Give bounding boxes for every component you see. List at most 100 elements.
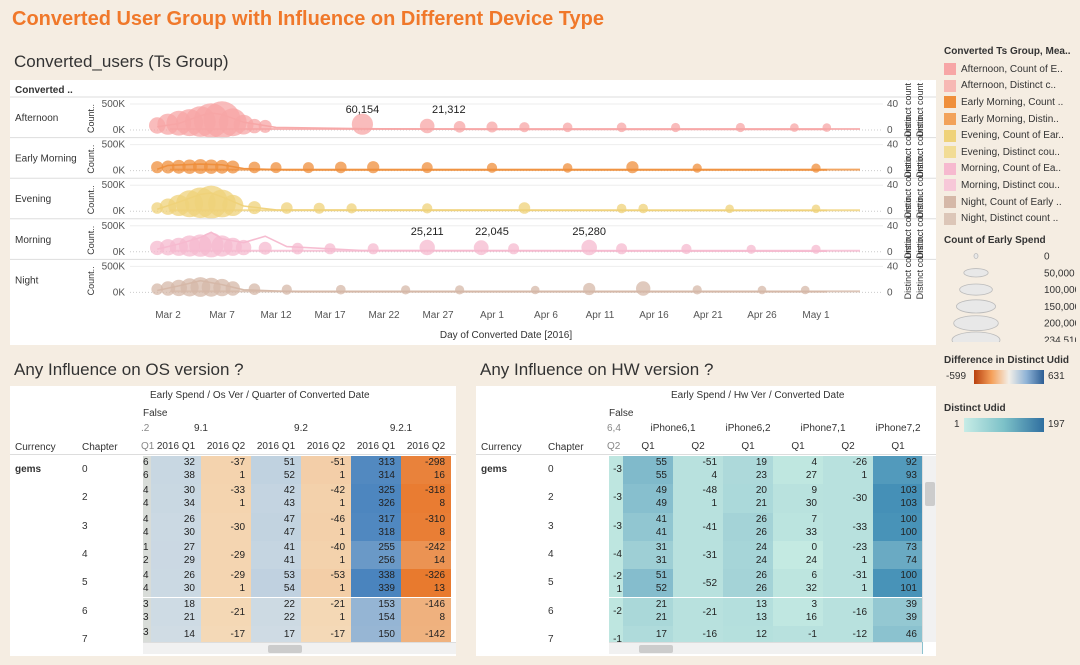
cell-value: 39 — [905, 598, 917, 610]
cell-value: 74 — [905, 554, 917, 566]
timeline-panel: Converted .. Afternoon Count.. Distinct cou… — [10, 70, 936, 345]
bubble — [811, 204, 821, 214]
x-tick-label: Apr 16 — [639, 310, 669, 321]
table-cell: 100 100 — [873, 512, 923, 541]
bubble — [281, 284, 292, 295]
legend-item[interactable]: Morning, Distinct cou.. — [944, 177, 1076, 194]
left-tick-label: 500K — [102, 140, 126, 151]
right-axis-title: Distinct count o.. — [903, 111, 913, 178]
chapter-label: 7 — [548, 633, 554, 645]
legend-item[interactable]: Afternoon, Count of E.. — [944, 61, 1076, 78]
cell-value: 3 — [811, 598, 817, 610]
table-cell: -2 — [609, 597, 623, 626]
legend-item[interactable]: Evening, Count of Ear.. — [944, 127, 1076, 144]
x-tick-label: Mar 12 — [260, 310, 292, 321]
size-legend-label: 200,000 — [1044, 319, 1076, 330]
vertical-scrollbar[interactable] — [922, 456, 936, 642]
table-cell: 47 47 — [251, 512, 301, 541]
right-axis-title: Distinct count o.. — [915, 111, 925, 178]
scrollbar-thumb[interactable] — [639, 645, 673, 653]
legend-item[interactable]: Morning, Count of Ea.. — [944, 161, 1076, 178]
partial-version-label: .2 — [141, 423, 150, 434]
legend-item[interactable]: Evening, Distinct cou.. — [944, 144, 1076, 161]
table-cell: 313 314 — [351, 456, 401, 485]
table-cell: 325 326 — [351, 484, 401, 513]
chapter-label: 2 — [82, 492, 88, 504]
cell-value: -41 — [702, 521, 717, 533]
legend-swatch — [944, 212, 956, 225]
legend-swatch — [944, 113, 956, 126]
bubble — [419, 118, 435, 134]
horizontal-scrollbar[interactable] — [609, 642, 922, 654]
currency-header: Currency — [15, 442, 56, 453]
cell-value: 1 — [239, 498, 245, 510]
cell-value: 339 — [378, 583, 395, 595]
table-cell: -21 — [201, 597, 251, 626]
size-legend-label: 100,000 — [1044, 285, 1076, 296]
table-cell: -326 13 — [401, 569, 451, 598]
table-cell: 338 339 — [351, 569, 401, 598]
scrollbar-thumb[interactable] — [268, 645, 302, 653]
legend-item[interactable]: Night, Count of Early .. — [944, 194, 1076, 211]
cell-value: 153 — [378, 598, 395, 610]
cell-value: 4 — [143, 513, 149, 525]
chapter-label: 7 — [82, 633, 88, 645]
cell-value: 30 — [183, 526, 195, 538]
bubble — [626, 161, 639, 174]
table-cell: -31 — [673, 540, 723, 570]
legend-label: Afternoon, Distinct c.. — [961, 80, 1057, 92]
cell-value: -51 — [330, 457, 345, 468]
bubble — [336, 284, 346, 295]
bubble — [735, 122, 746, 133]
bubble — [247, 201, 261, 215]
cell-value: 1 — [339, 583, 345, 595]
right-axis-title: Distinct count o.. — [915, 152, 925, 219]
table-cell: 92 93 — [873, 456, 923, 485]
cell-value: 314 — [378, 470, 395, 481]
cell-value: 255 — [378, 541, 395, 553]
legend-item[interactable]: Night, Distinct count .. — [944, 210, 1076, 227]
quarter-header: Q2 — [841, 441, 855, 452]
cell-value: 7 — [811, 513, 817, 525]
horizontal-scrollbar[interactable] — [143, 642, 456, 654]
left-tick-label: 500K — [102, 180, 126, 191]
table-cell: 26 30 — [151, 569, 201, 598]
partial-quarter-label: Q2 — [607, 441, 621, 452]
cell-value: 14 — [183, 628, 195, 640]
quarter-header: Q1 — [741, 441, 755, 452]
cell-value: -29 — [230, 570, 245, 582]
quarter-header: 2016 Q2 — [206, 441, 246, 452]
legend-item[interactable]: Early Morning, Count .. — [944, 94, 1076, 111]
version-header: 9.1 — [194, 423, 208, 434]
cell-value: 41 — [655, 513, 667, 525]
cell-value: 26 — [183, 570, 195, 582]
left-tick-label: 0K — [113, 166, 126, 177]
legend-item[interactable]: Afternoon, Distinct c.. — [944, 78, 1076, 95]
version-header: iPhone6,1 — [650, 423, 696, 434]
cell-value: 1 — [861, 470, 867, 481]
cell-value: 18 — [183, 598, 195, 610]
table-cell: 0 24 — [773, 540, 823, 570]
right-tick-label: 40 — [887, 221, 899, 232]
legend-label: Early Morning, Count .. — [961, 96, 1064, 108]
cell-value: 150 — [378, 628, 395, 640]
table-cell: 51 52 — [251, 456, 301, 485]
cell-value: 32 — [805, 583, 817, 595]
row-label: Afternoon — [15, 113, 58, 124]
bubble — [213, 278, 231, 297]
cell-value: 100 — [900, 570, 917, 582]
cell-value: 1 — [339, 611, 345, 623]
cell-value: -142 — [424, 628, 445, 640]
bubble — [530, 285, 540, 295]
legend-item[interactable]: Early Morning, Distin.. — [944, 111, 1076, 128]
x-tick-label: Mar 22 — [368, 310, 400, 321]
cell-value: 17 — [655, 628, 667, 640]
scrollbar-thumb[interactable] — [925, 482, 935, 506]
chapter-label: 3 — [82, 520, 88, 532]
size-legend-mark — [973, 253, 979, 259]
cell-value: 41 — [283, 554, 295, 566]
right-tick-label: 40 — [887, 99, 899, 110]
right-axis-title: Distinct count o.. — [915, 80, 925, 137]
